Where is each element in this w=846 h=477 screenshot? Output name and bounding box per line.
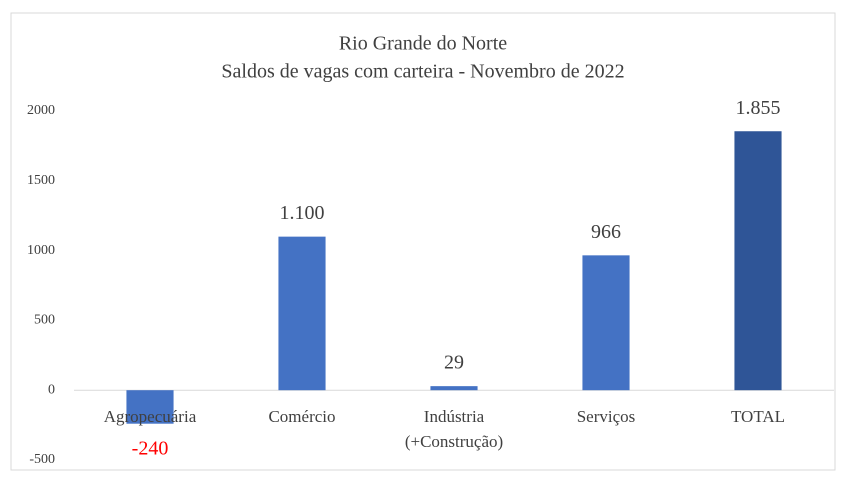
x-tick-label: Serviços xyxy=(576,407,636,426)
x-tick-label: Indústria (+Construção) xyxy=(404,407,504,451)
chart-title: Rio Grande do Norte xyxy=(339,33,507,55)
value-label: 1.855 xyxy=(736,97,781,119)
y-tick-label: 2000 xyxy=(27,103,55,118)
value-label: 29 xyxy=(444,352,464,374)
y-tick-label: 0 xyxy=(48,382,55,397)
value-label: -240 xyxy=(132,438,169,460)
y-tick-label: 1000 xyxy=(27,243,55,258)
bar xyxy=(278,236,326,391)
value-label: 1.100 xyxy=(280,202,325,224)
y-tick-label: 1500 xyxy=(27,173,55,188)
y-tick-label: -500 xyxy=(29,452,55,467)
bar xyxy=(126,390,174,424)
bar xyxy=(582,255,630,391)
bar xyxy=(430,386,478,391)
value-label: 966 xyxy=(591,221,621,243)
x-tick-label: Agropecuária xyxy=(103,407,197,426)
bar xyxy=(734,131,782,391)
x-tick-label: TOTAL xyxy=(730,407,786,426)
y-tick-label: 500 xyxy=(34,313,55,328)
chart-subtitle: Saldos de vagas com carteira - Novembro … xyxy=(221,61,624,83)
x-tick-label: Comércio xyxy=(268,407,336,426)
